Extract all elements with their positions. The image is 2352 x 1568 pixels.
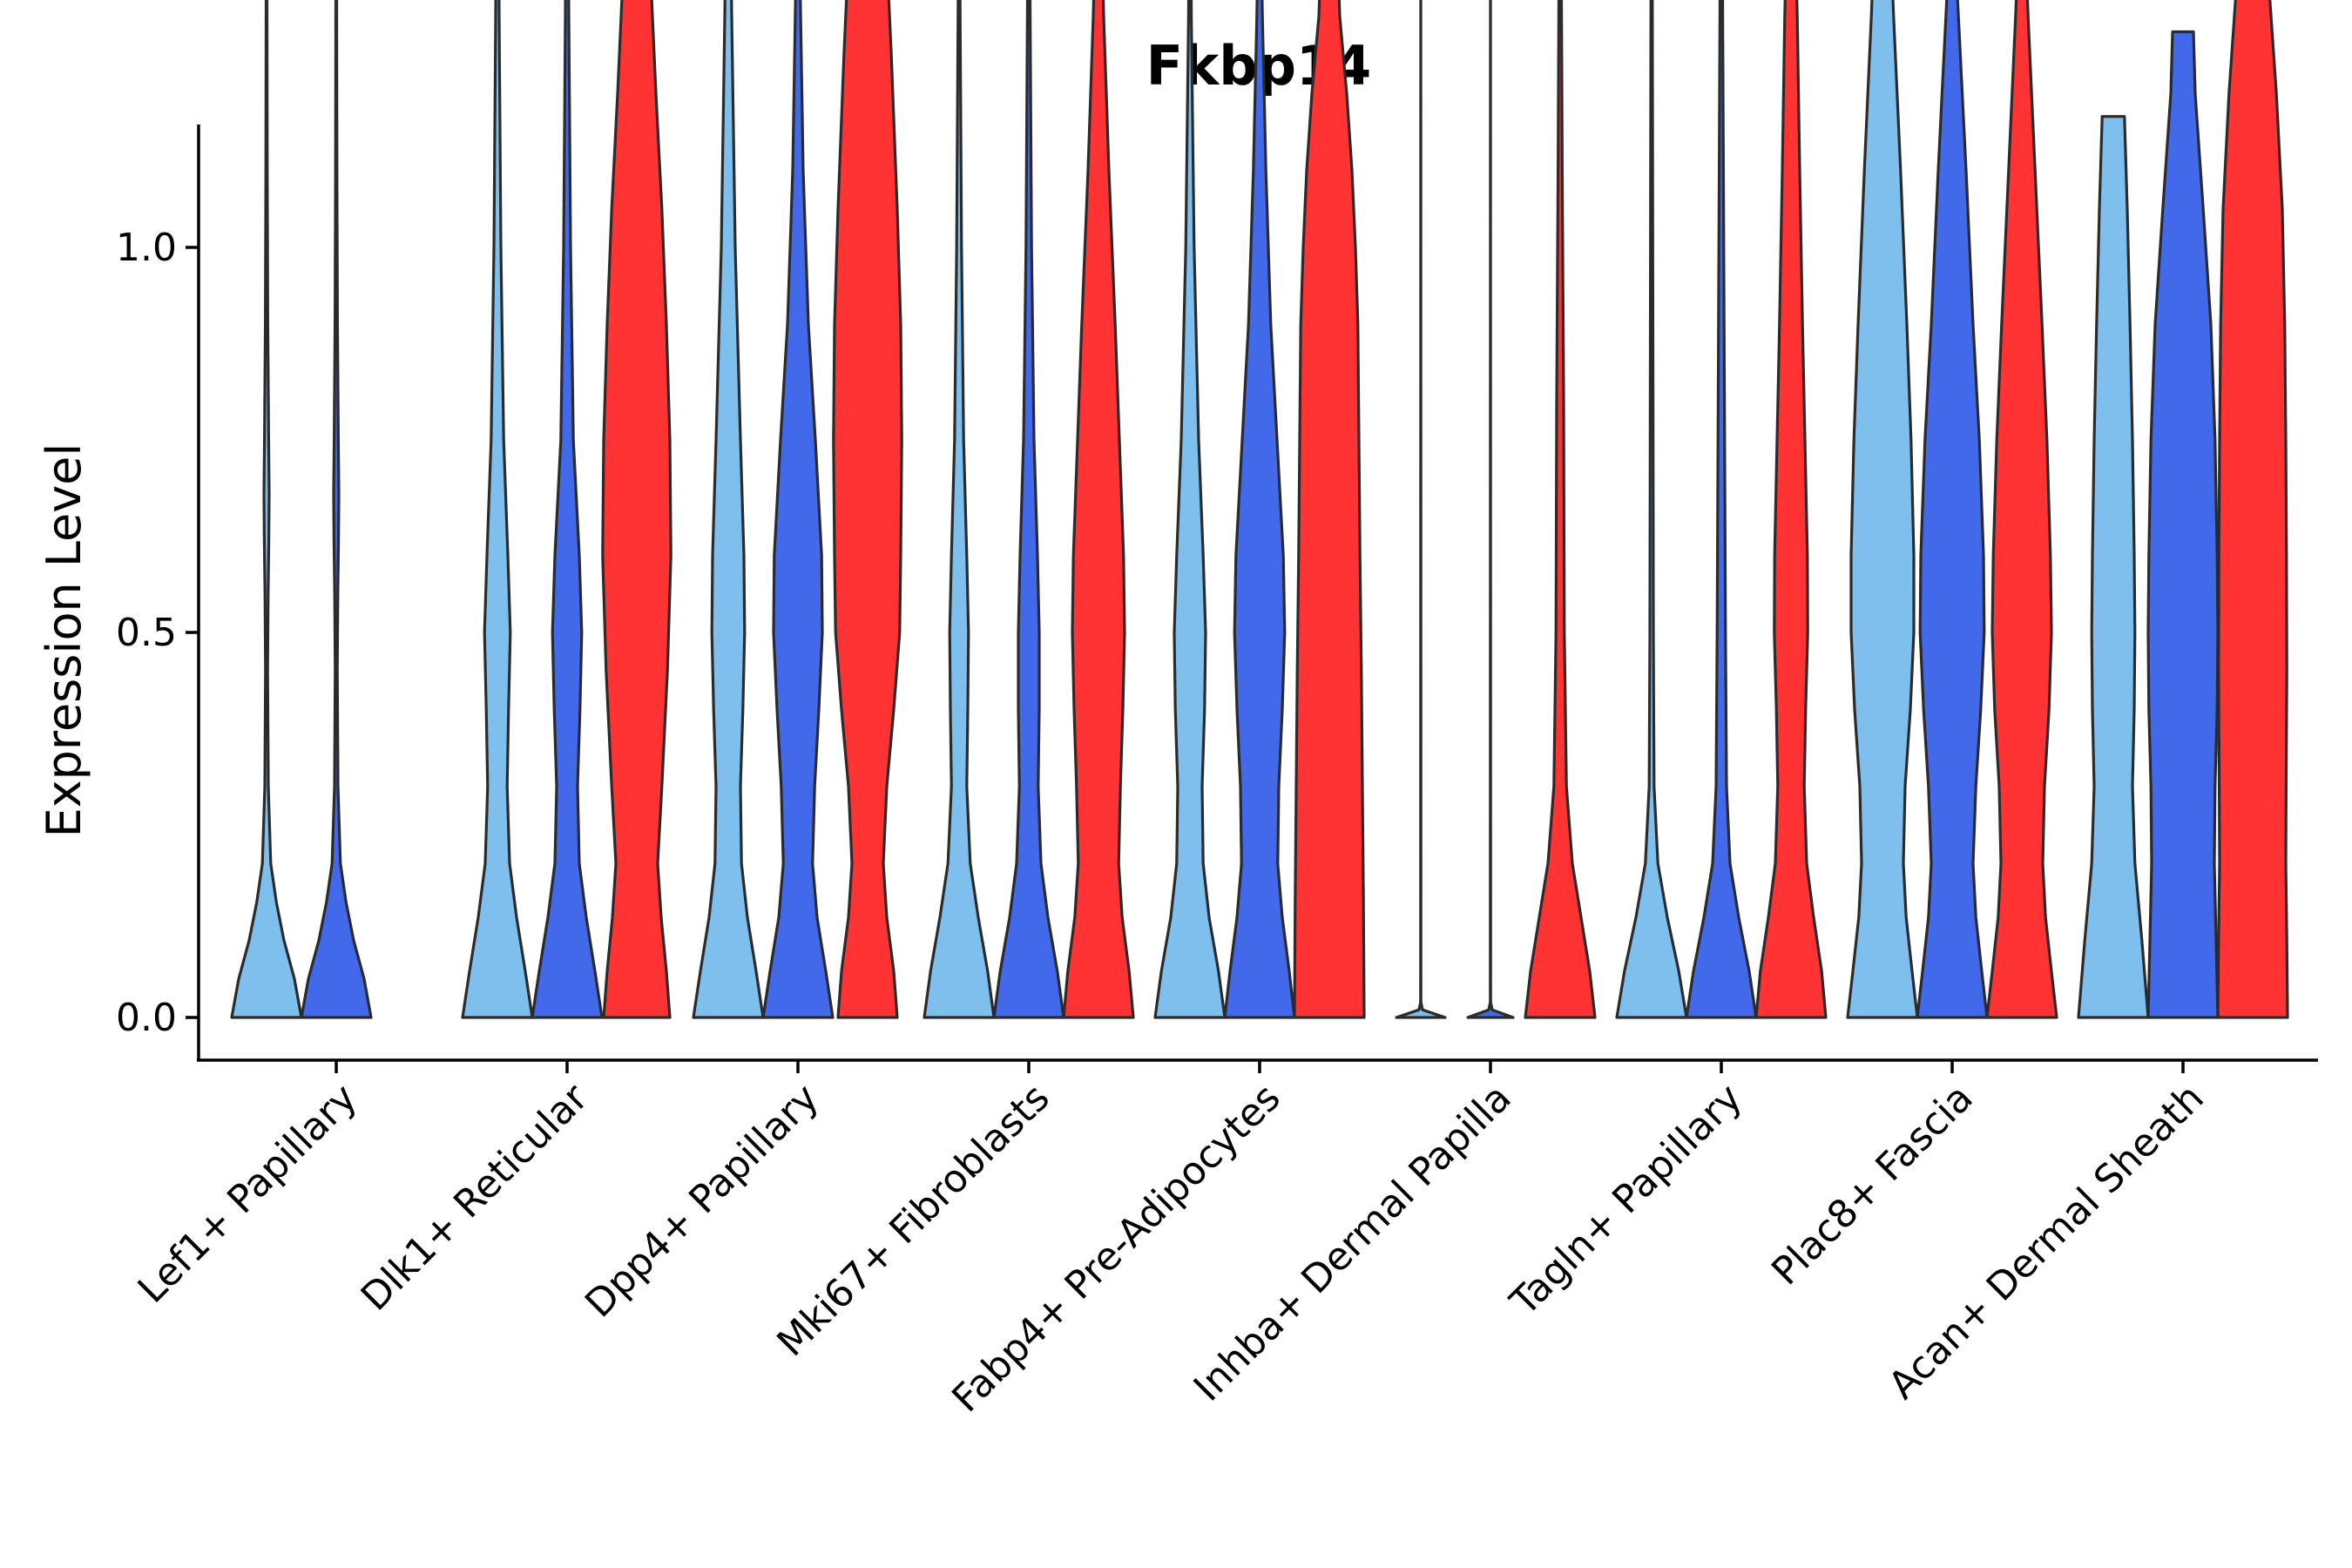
violin-inhba-dermal-papilla-series-1	[1395, 0, 1447, 1019]
y-tick-label: 1.0	[116, 226, 177, 270]
violin-acan-dermal-sheath-series-3	[2216, 0, 2289, 1019]
y-tick-label: 0.0	[116, 996, 177, 1040]
violin-acan-dermal-sheath-series-2	[2146, 30, 2220, 1019]
violin-inhba-dermal-papilla-series-3	[1524, 0, 1597, 1019]
violin-tagln-papillary-series-1	[1615, 0, 1688, 1019]
violin-dlk1-reticular-series-2	[531, 0, 604, 1019]
violin-dpp4-papillary-series-3	[832, 0, 903, 1019]
violin-dlk1-reticular-series-3	[601, 0, 672, 1019]
violin-dpp4-papillary-series-1	[692, 0, 765, 1019]
violin-mki67-fibroblasts-series-2	[992, 0, 1065, 1019]
violin-lef1-papillary-series-1	[230, 0, 303, 1019]
violin-plac8-fascia-series-2	[1916, 0, 1989, 1019]
violin-fabp4-pre-adipocytes-series-1	[1153, 0, 1227, 1019]
violin-lef1-papillary-series-2	[300, 0, 373, 1019]
y-tick-label: 0.5	[116, 611, 177, 655]
violin-dlk1-reticular-series-1	[461, 0, 534, 1019]
y-axis-label: Expression Level	[37, 443, 91, 838]
violin-acan-dermal-sheath-series-1	[2077, 115, 2150, 1019]
violin-tagln-papillary-series-2	[1685, 0, 1758, 1019]
violin-dpp4-papillary-series-2	[761, 0, 835, 1019]
violin-inhba-dermal-papilla-series-2	[1466, 0, 1515, 1019]
violin-plac8-fascia-series-1	[1846, 0, 1919, 1019]
violin-plac8-fascia-series-3	[1985, 0, 2058, 1019]
y-axis-ticks: 0.00.51.01.52.0	[116, 226, 199, 1040]
violin-tagln-papillary-series-3	[1754, 0, 1828, 1019]
violin-mki67-fibroblasts-series-3	[1062, 0, 1135, 1019]
violin-group	[230, 0, 2289, 1019]
violin-fabp4-pre-adipocytes-series-2	[1223, 0, 1296, 1019]
violin-mki67-fibroblasts-series-1	[923, 0, 996, 1019]
violin-fabp4-pre-adipocytes-series-3	[1293, 0, 1366, 1019]
